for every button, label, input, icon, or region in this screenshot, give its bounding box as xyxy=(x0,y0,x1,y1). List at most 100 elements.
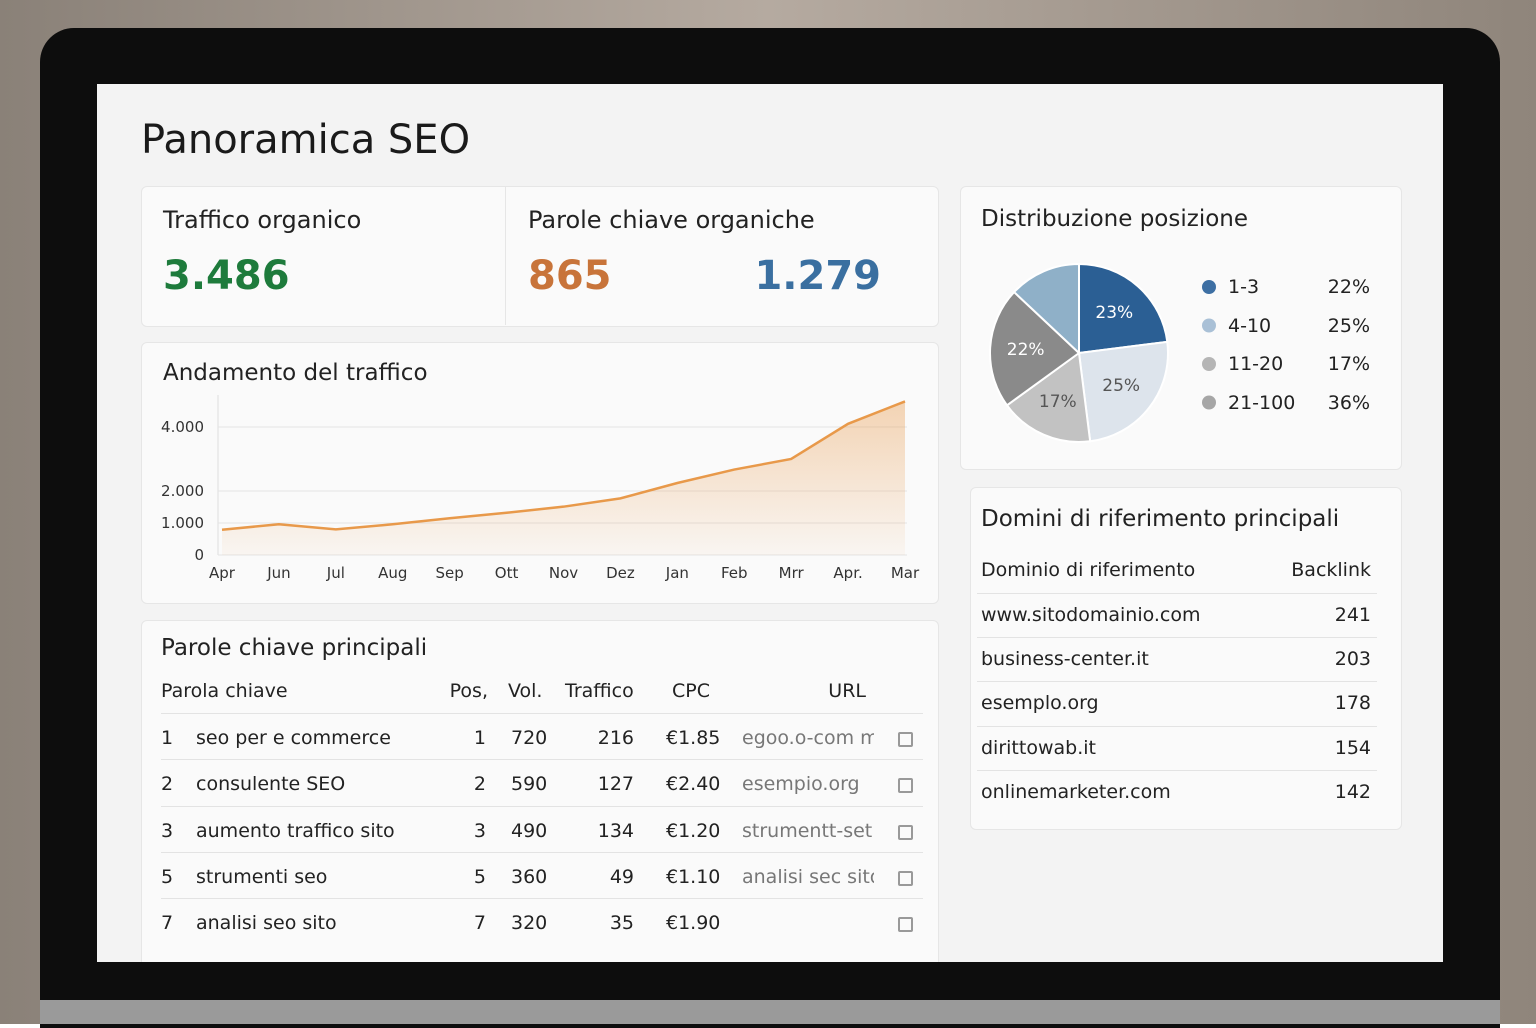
url-cell: analisi sec sito xyxy=(742,865,874,888)
pie-slice xyxy=(1077,340,1169,443)
keywords-card xyxy=(141,620,939,962)
table-cell: 1 xyxy=(473,727,486,749)
kpi-label: Traffico organico xyxy=(163,206,362,234)
table-cell: 360 xyxy=(511,865,548,888)
column-header: Pos, xyxy=(449,680,488,702)
table-cell: 490 xyxy=(511,819,548,842)
table-cell: 720 xyxy=(511,727,548,749)
kpi-label: Parole chiave organiche xyxy=(528,206,815,234)
pie-slice xyxy=(1012,262,1080,356)
domain-cell: esemplo.org xyxy=(981,692,1099,715)
legend-value: 17% xyxy=(1327,353,1370,375)
url-cell: egoo.o-com me xyxy=(742,727,874,749)
legend-dot xyxy=(1202,357,1216,371)
chart-layer xyxy=(217,262,1216,556)
table-cell: 3 xyxy=(473,819,486,842)
x-tick-label: Jul xyxy=(326,564,345,582)
table-title: Domini di riferimento principali xyxy=(981,506,1340,532)
row-divider xyxy=(977,769,1377,771)
chart-title: Distribuzione posizione xyxy=(981,206,1249,232)
kpi-value: 3.486 xyxy=(163,253,290,299)
link-icon xyxy=(898,917,913,933)
chart-title: Andamento del traffico xyxy=(163,360,428,386)
legend-label: 4-10 xyxy=(1228,314,1272,337)
table-cell: €1.85 xyxy=(666,727,721,749)
column-header: Parola chiave xyxy=(161,680,288,702)
backlink-cell: 203 xyxy=(1334,648,1371,671)
kpi-value: 1.279 xyxy=(754,253,881,299)
table-cell: €1.90 xyxy=(666,912,721,935)
table-cell: 5 xyxy=(473,865,486,888)
table-cell: 7 xyxy=(473,912,486,935)
row-divider xyxy=(161,713,923,714)
x-tick-label: Jun xyxy=(267,564,291,582)
area xyxy=(222,401,905,555)
x-tick-label: Dez xyxy=(606,564,635,582)
page-title: Panoramica SEO xyxy=(141,117,471,163)
backlink-cell: 154 xyxy=(1334,736,1371,759)
link-icon xyxy=(898,870,913,886)
kpi-divider xyxy=(505,186,506,325)
column-header: Vol. xyxy=(508,680,543,702)
table-cell: 2 xyxy=(161,773,174,796)
x-tick-label: Apr xyxy=(209,564,235,582)
legend-dot xyxy=(1202,395,1216,410)
table-cell: €2.40 xyxy=(666,773,721,796)
table-cell: 2 xyxy=(473,773,486,796)
row-divider xyxy=(161,805,923,807)
x-tick-label: Sep xyxy=(435,564,464,582)
column-header: Traffico xyxy=(565,680,634,702)
domain-cell: onlinemarketer.com xyxy=(981,780,1171,803)
y-tick-label: 0 xyxy=(194,546,204,564)
table-cell: strumenti seo xyxy=(196,865,328,888)
screen: Panoramica SEO Traffico organico 3.486 Paro… xyxy=(97,84,1443,962)
table-cell: seo per e commerce xyxy=(196,727,391,749)
table-cell: 1 xyxy=(161,727,174,749)
url-cell: strumentt-seti xyxy=(742,819,874,842)
backlink-cell: 178 xyxy=(1334,692,1371,715)
link-icon xyxy=(898,778,913,794)
column-header: CPC xyxy=(672,680,710,702)
row-divider xyxy=(977,681,1377,683)
slice-label: 22% xyxy=(1006,339,1045,360)
table-cell: 127 xyxy=(597,773,634,796)
domains-card xyxy=(970,487,1402,830)
x-tick-label: Mar xyxy=(890,564,920,582)
row-divider xyxy=(977,725,1377,727)
slice-label: 25% xyxy=(1102,375,1141,396)
line xyxy=(221,400,906,531)
row-divider xyxy=(161,898,923,900)
column-header: URL xyxy=(828,680,866,702)
x-tick-label: Nov xyxy=(548,564,579,582)
legend-label: 1-3 xyxy=(1228,276,1260,298)
table-cell: 134 xyxy=(597,819,634,842)
legend-label: 11-20 xyxy=(1228,353,1284,375)
table-cell: 5 xyxy=(161,865,174,888)
pie-slice xyxy=(1078,262,1169,355)
pie-slice xyxy=(1005,351,1092,443)
legend-label: 21-100 xyxy=(1228,391,1296,414)
y-tick-label: 1.000 xyxy=(161,514,204,532)
table-title: Parole chiave principali xyxy=(161,635,428,661)
domain-cell: www.sitodomainio.com xyxy=(981,604,1201,626)
table-cell: 590 xyxy=(511,773,548,796)
table-cell: 35 xyxy=(609,912,634,935)
x-tick-label: Apr. xyxy=(833,564,863,582)
link-icon xyxy=(898,732,913,747)
legend-dot xyxy=(1202,318,1216,333)
table-cell: 320 xyxy=(511,912,548,935)
y-tick-label: 4.000 xyxy=(161,418,204,436)
domain-cell: business-center.it xyxy=(981,648,1149,671)
legend-value: 22% xyxy=(1327,276,1370,298)
pie-slice xyxy=(989,290,1081,407)
row-divider xyxy=(977,593,1377,594)
column-header: Backlink xyxy=(1291,559,1371,581)
row-divider xyxy=(161,851,923,853)
x-tick-label: Feb xyxy=(720,564,748,582)
domain-cell: dirittowab.it xyxy=(981,736,1096,759)
x-tick-label: Aug xyxy=(378,564,408,582)
table-cell: €1.20 xyxy=(666,819,721,842)
y-tick-label: 2.000 xyxy=(161,482,204,500)
table-cell: 7 xyxy=(161,912,174,935)
